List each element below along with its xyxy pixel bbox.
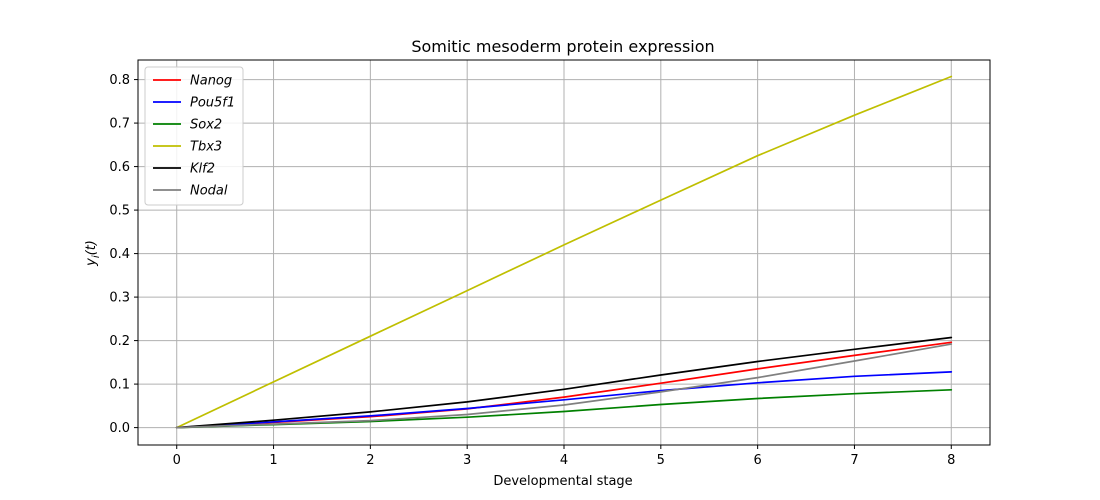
y-tick-label: 0.3 xyxy=(109,291,130,306)
y-tick-label: 0.2 xyxy=(109,334,130,349)
legend-label-nanog: Nanog xyxy=(190,74,232,89)
series-line-nodal xyxy=(175,343,953,429)
y-tick-label: 0.6 xyxy=(109,160,130,175)
legend-label-pou5f1: Pou5f1 xyxy=(190,96,235,111)
y-tick-label: 0.1 xyxy=(109,378,130,393)
x-tick-label: 3 xyxy=(463,453,471,468)
series-line-pou5f1 xyxy=(175,371,953,429)
x-tick-label: 7 xyxy=(850,453,858,468)
legend-label-tbx3: Tbx3 xyxy=(190,140,222,155)
series-line-klf2 xyxy=(175,336,953,429)
x-tick-label: 8 xyxy=(947,453,955,468)
series-layer xyxy=(175,75,953,429)
y-axis-label: yi(t) xyxy=(84,240,102,267)
x-axis-label: Developmental stage xyxy=(493,474,632,489)
x-tick-label: 5 xyxy=(657,453,665,468)
y-tick-label: 0.7 xyxy=(109,117,130,132)
legend: Nanog Pou5f1 Sox2 Tbx3 Klf2 Nodal xyxy=(144,66,244,206)
x-tick-label: 2 xyxy=(366,453,374,468)
y-tick-label: 0.4 xyxy=(109,247,130,262)
x-tick-label: 4 xyxy=(560,453,568,468)
grid xyxy=(138,60,990,445)
legend-label-sox2: Sox2 xyxy=(190,118,222,133)
y-tick-label: 0.0 xyxy=(109,421,130,436)
ticks: 0 1 2 3 4 5 6 7 8 0.0 0.1 0.2 0.3 0.4 0.5 0.6 0.7 0.8 xyxy=(109,73,955,468)
x-tick-label: 0 xyxy=(173,453,181,468)
legend-label-nodal: Nodal xyxy=(190,184,228,199)
legend-label-klf2: Klf2 xyxy=(190,162,215,177)
series-line-tbx3 xyxy=(175,75,953,429)
x-tick-label: 1 xyxy=(269,453,277,468)
y-tick-label: 0.8 xyxy=(109,73,130,88)
chart-title: Somitic mesoderm protein expression xyxy=(411,37,714,56)
x-tick-label: 6 xyxy=(753,453,761,468)
y-tick-label: 0.5 xyxy=(109,204,130,219)
